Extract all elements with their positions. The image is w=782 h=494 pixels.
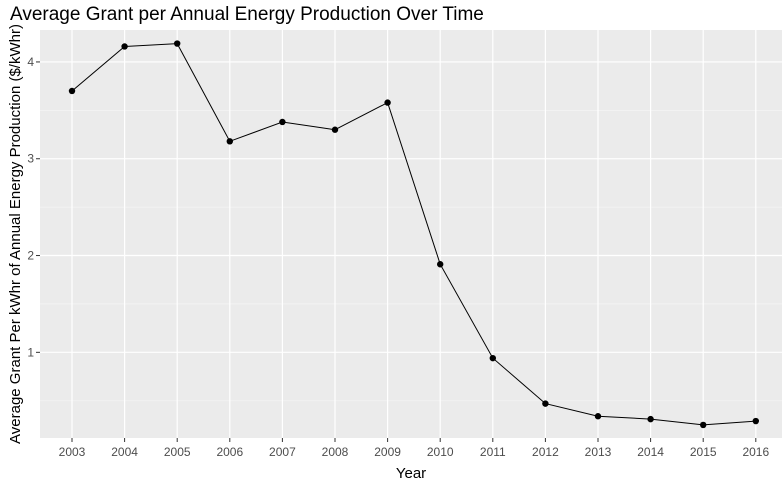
data-point — [647, 415, 654, 423]
plot-panel — [40, 30, 782, 438]
y-tick-label: 2 — [27, 249, 34, 263]
x-tick-label: 2007 — [269, 445, 296, 459]
data-point — [331, 126, 339, 133]
x-tick-label: 2014 — [637, 445, 664, 459]
data-point — [174, 40, 181, 47]
x-tick-label: 2009 — [374, 445, 401, 459]
y-axis-title: Average Grant Per kWhr of Annual Energy … — [7, 24, 24, 444]
x-tick-label: 2013 — [585, 445, 612, 459]
minor-gridlines — [40, 109, 782, 402]
x-tick-label: 2008 — [322, 445, 349, 459]
x-tick-label: 2011 — [480, 445, 506, 459]
x-tick-label: 2012 — [532, 445, 559, 459]
y-tick-label: 3 — [27, 152, 34, 166]
major-gridlines — [40, 30, 782, 438]
y-tick-label: 4 — [27, 55, 34, 69]
data-point — [437, 261, 444, 268]
data-point — [121, 43, 128, 50]
data-point — [700, 421, 707, 429]
y-tick-label: 1 — [27, 345, 34, 359]
data-point — [279, 118, 286, 126]
x-tick-label: 2016 — [742, 445, 769, 459]
series-line — [71, 43, 756, 426]
data-point — [752, 417, 759, 425]
data-point — [489, 354, 496, 362]
data-point — [384, 99, 391, 106]
x-tick-label: 2004 — [111, 445, 138, 459]
chart-title: Average Grant per Annual Energy Producti… — [10, 4, 484, 25]
x-tick-label: 2006 — [216, 445, 243, 459]
x-axis: 2003 2004 2005 2006 2007 2008 2009 2010 2011 2012… — [59, 438, 769, 459]
x-tick-label: 2010 — [427, 445, 454, 459]
x-tick-label: 2015 — [690, 445, 717, 459]
data-point — [226, 138, 233, 145]
x-tick-label: 2003 — [59, 445, 86, 459]
data-point — [68, 87, 76, 95]
data-point — [542, 400, 549, 407]
data-point — [594, 413, 602, 420]
y-axis: 1 2 3 4 — [27, 55, 40, 359]
x-tick-label: 2005 — [164, 445, 191, 459]
x-axis-title: Year — [396, 465, 426, 482]
data-layer — [68, 40, 759, 429]
